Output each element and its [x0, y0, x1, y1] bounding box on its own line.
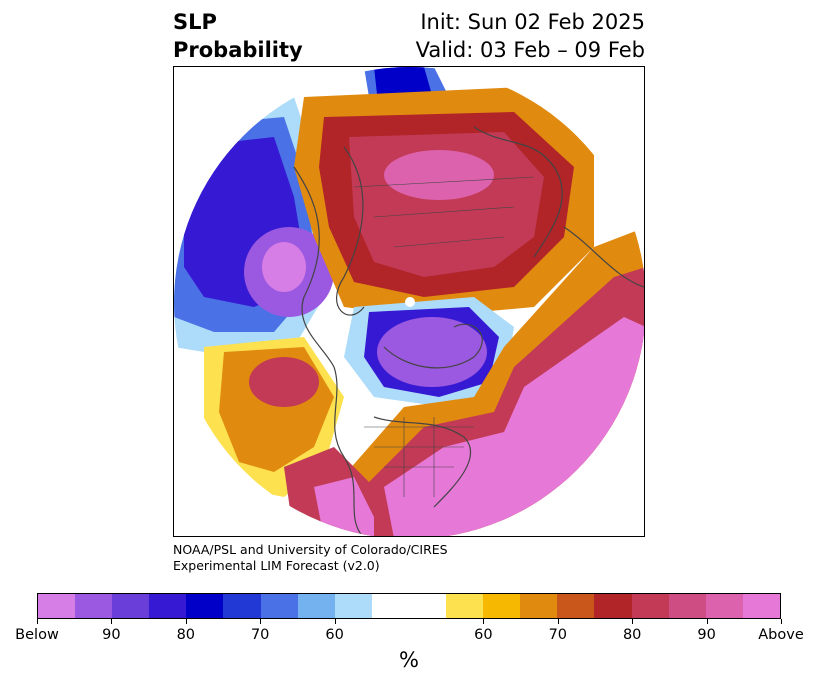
- colorbar-swatch: [149, 594, 187, 618]
- colorbar-swatch: [186, 594, 224, 618]
- colorbar-tick-label: 70: [548, 627, 568, 643]
- colorbar-tick-label: 60: [474, 627, 493, 643]
- colorbar-tick: [483, 619, 485, 624]
- colorbar-swatch: [483, 594, 521, 618]
- colorbar-tick-label: 80: [622, 627, 642, 643]
- credit: NOAA/PSL and University of Colorado/CIRE…: [173, 542, 448, 574]
- colorbar-tick: [37, 619, 38, 624]
- title-left: SLP Probability: [173, 8, 303, 64]
- colorbar-swatch: [520, 594, 558, 618]
- title-metric: Probability: [173, 38, 303, 62]
- colorbar-tick-label: Above: [758, 627, 804, 643]
- credit-line-2: Experimental LIM Forecast (v2.0): [173, 558, 380, 573]
- colorbar-swatch: [371, 594, 409, 618]
- colorbar-swatch: [334, 594, 372, 618]
- colorbar-swatch: [742, 594, 780, 618]
- colorbar-tick: [706, 619, 708, 624]
- colorbar-swatch: [223, 594, 261, 618]
- colorbar-swatch: [594, 594, 632, 618]
- colorbar-swatch: [112, 594, 150, 618]
- colorbar-tick: [111, 619, 113, 624]
- map-frame: [173, 66, 645, 537]
- init-date: Init: Sun 02 Feb 2025: [420, 10, 645, 34]
- colorbar-tick-label: Below: [15, 627, 59, 643]
- colorbar-swatch: [75, 594, 113, 618]
- colorbar-tick: [334, 619, 336, 624]
- colorbar-swatch: [631, 594, 669, 618]
- colorbar-tick-label: 90: [697, 627, 716, 643]
- colorbar-tick-label: 60: [325, 627, 344, 643]
- mexico-high-core: [314, 477, 374, 536]
- colorbar-tick: [260, 619, 262, 624]
- colorbar-swatch: [705, 594, 743, 618]
- probability-map: [174, 67, 644, 536]
- colorbar-swatch: [557, 594, 595, 618]
- colorbar-tick: [557, 619, 559, 624]
- colorbar: [37, 593, 781, 619]
- colorbar-tick-label: 90: [102, 627, 121, 643]
- pacific-low-peak: [262, 242, 306, 292]
- colorbar-swatch: [668, 594, 706, 618]
- colorbar-unit: %: [399, 648, 419, 672]
- colorbar-swatch: [446, 594, 484, 618]
- colorbar-tick: [632, 619, 634, 624]
- pole-marker: [405, 297, 415, 307]
- colorbar-swatch: [408, 594, 447, 618]
- title-variable: SLP: [173, 10, 217, 34]
- colorbar-tick: [185, 619, 187, 624]
- arctic-low-center: [377, 317, 487, 387]
- borders: [353, 176, 535, 497]
- colorbar-tick: [781, 619, 782, 624]
- colorbar-tick-label: 80: [176, 627, 196, 643]
- credit-line-1: NOAA/PSL and University of Colorado/CIRE…: [173, 542, 448, 557]
- coastlines: [293, 126, 644, 536]
- eurasia-high-peak: [384, 150, 494, 200]
- colorbar-swatch: [38, 594, 76, 618]
- valid-range: Valid: 03 Feb – 09 Feb: [415, 38, 645, 62]
- colorbar-swatch: [297, 594, 335, 618]
- colorbar-swatch: [260, 594, 298, 618]
- pacific-high-core: [249, 357, 319, 407]
- colorbar-tick-label: 70: [250, 627, 270, 643]
- title-right: Init: Sun 02 Feb 2025 Valid: 03 Feb – 09…: [416, 8, 645, 64]
